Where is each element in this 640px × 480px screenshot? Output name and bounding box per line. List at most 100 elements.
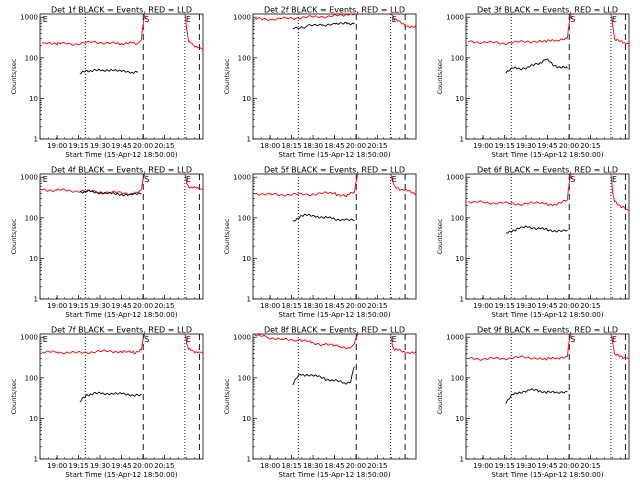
x-tick-label: 18:30: [303, 462, 323, 470]
x-tick-label: 19:15: [69, 142, 89, 150]
x-tick-label: 18:00: [260, 302, 280, 310]
x-tick-label: 20:00: [559, 462, 579, 470]
panel-title: Det 5f BLACK = Events, RED = LLD: [264, 166, 405, 175]
x-tick-label: 19:30: [90, 462, 110, 470]
y-tick-label: 100: [238, 214, 251, 222]
x-tick-label: 19:15: [495, 302, 515, 310]
x-tick-label: 19:15: [69, 302, 89, 310]
marker-label: S: [570, 175, 575, 184]
events-series-line: [79, 391, 142, 403]
marker-label: E: [612, 335, 617, 344]
y-tick-label: 10: [29, 415, 38, 423]
y-tick-label: 100: [25, 214, 38, 222]
x-tick-label: 19:15: [495, 462, 515, 470]
events-series-line: [505, 58, 568, 74]
lld-series-line: [566, 14, 572, 39]
y-tick-label: 1: [247, 456, 251, 464]
x-tick-label: 20:00: [133, 302, 153, 310]
x-tick-label: 18:30: [303, 302, 323, 310]
lld-series-line: [467, 199, 568, 207]
x-tick-label: 19:30: [90, 142, 110, 150]
y-tick-label: 1: [247, 296, 251, 304]
x-tick-label: 20:15: [580, 302, 600, 310]
panel-1: Det 1f BLACK = Events, RED = LLD 1 10 100 10…: [10, 6, 204, 159]
y-tick-label: 1000: [20, 14, 38, 22]
marker-label: S: [144, 15, 149, 24]
panel-title: Det 1f BLACK = Events, RED = LLD: [51, 6, 192, 15]
marker-label: S: [144, 335, 149, 344]
y-tick-label: 10: [242, 95, 251, 103]
lld-series-line: [353, 334, 359, 344]
marker-label: E: [392, 335, 397, 344]
lld-series-line: [140, 334, 146, 351]
events-series-line: [79, 68, 138, 75]
y-axis-label: Counts/sec: [436, 378, 444, 414]
y-axis-label: Counts/sec: [436, 58, 444, 94]
lld-series-line: [41, 348, 142, 355]
y-axis-label: Counts/sec: [436, 218, 444, 254]
y-tick-label: 1: [34, 296, 38, 304]
panel-5: Det 5f BLACK = Events, RED = LLD 1 10 100 10…: [223, 166, 417, 319]
x-tick-label: 19:15: [69, 462, 89, 470]
y-tick-label: 1: [460, 456, 464, 464]
marker-label: E: [612, 15, 617, 24]
lld-series-line: [41, 39, 142, 46]
y-tick-label: 100: [238, 54, 251, 62]
x-tick-label: 18:45: [324, 142, 344, 150]
x-tick-label: 18:00: [260, 142, 280, 150]
x-tick-label: 20:00: [133, 462, 153, 470]
panel-title: Det 7f BLACK = Events, RED = LLD: [51, 326, 192, 335]
x-tick-label: 20:15: [367, 302, 387, 310]
lld-series-line: [467, 355, 568, 361]
x-tick-label: 18:45: [324, 302, 344, 310]
marker-label: S: [570, 15, 575, 24]
x-axis-label: Start Time (15-Apr-12 18:50:00): [65, 311, 177, 319]
lld-series-line: [566, 334, 572, 357]
y-tick-label: 100: [451, 374, 464, 382]
lld-series-line: [254, 334, 355, 350]
panel-title: Det 8f BLACK = Events, RED = LLD: [264, 326, 405, 335]
x-tick-label: 19:30: [516, 142, 536, 150]
x-tick-label: 19:30: [90, 302, 110, 310]
x-tick-label: 19:45: [537, 142, 557, 150]
x-tick-label: 19:00: [47, 462, 67, 470]
x-tick-label: 19:45: [111, 462, 131, 470]
x-tick-label: 19:15: [495, 142, 515, 150]
marker-label: S: [570, 335, 575, 344]
lld-series-line: [184, 334, 203, 354]
y-tick-label: 10: [455, 95, 464, 103]
x-tick-label: 19:45: [111, 302, 131, 310]
x-tick-label: 19:30: [516, 302, 536, 310]
x-tick-label: 19:30: [516, 462, 536, 470]
x-tick-label: 20:15: [580, 142, 600, 150]
x-tick-label: 20:00: [346, 142, 366, 150]
lld-series-line: [566, 174, 572, 200]
x-tick-label: 20:00: [559, 142, 579, 150]
panel-2: Det 2f BLACK = Events, RED = LLD 1 10 100 10…: [223, 6, 417, 159]
y-axis-label: Counts/sec: [223, 378, 231, 414]
x-tick-label: 20:15: [367, 142, 387, 150]
y-tick-label: 1000: [233, 334, 251, 342]
x-axis-label: Start Time (15-Apr-12 18:50:00): [278, 471, 390, 479]
lld-series-line: [140, 14, 146, 40]
x-tick-label: 20:00: [346, 462, 366, 470]
x-tick-label: 19:00: [473, 462, 493, 470]
x-tick-label: 20:00: [133, 142, 153, 150]
lld-series-line: [353, 174, 359, 193]
y-tick-label: 1000: [233, 174, 251, 182]
lld-series-line: [140, 174, 146, 190]
x-tick-label: 19:00: [47, 302, 67, 310]
panel-title: Det 6f BLACK = Events, RED = LLD: [477, 166, 618, 175]
x-tick-label: 18:15: [282, 142, 302, 150]
x-axis-label: Start Time (15-Apr-12 18:50:00): [65, 151, 177, 159]
y-tick-label: 1000: [20, 174, 38, 182]
x-tick-label: 20:15: [154, 462, 174, 470]
panel-title: Det 9f BLACK = Events, RED = LLD: [477, 326, 618, 335]
y-tick-label: 1: [460, 296, 464, 304]
marker-label: E: [43, 335, 48, 344]
x-axis-label: Start Time (15-Apr-12 18:50:00): [278, 311, 390, 319]
lld-series-line: [390, 174, 416, 196]
panel-7: Det 7f BLACK = Events, RED = LLD 1 10 100 10…: [10, 326, 204, 479]
panel-title: Det 4f BLACK = Events, RED = LLD: [51, 166, 192, 175]
lld-series-line: [254, 14, 357, 21]
